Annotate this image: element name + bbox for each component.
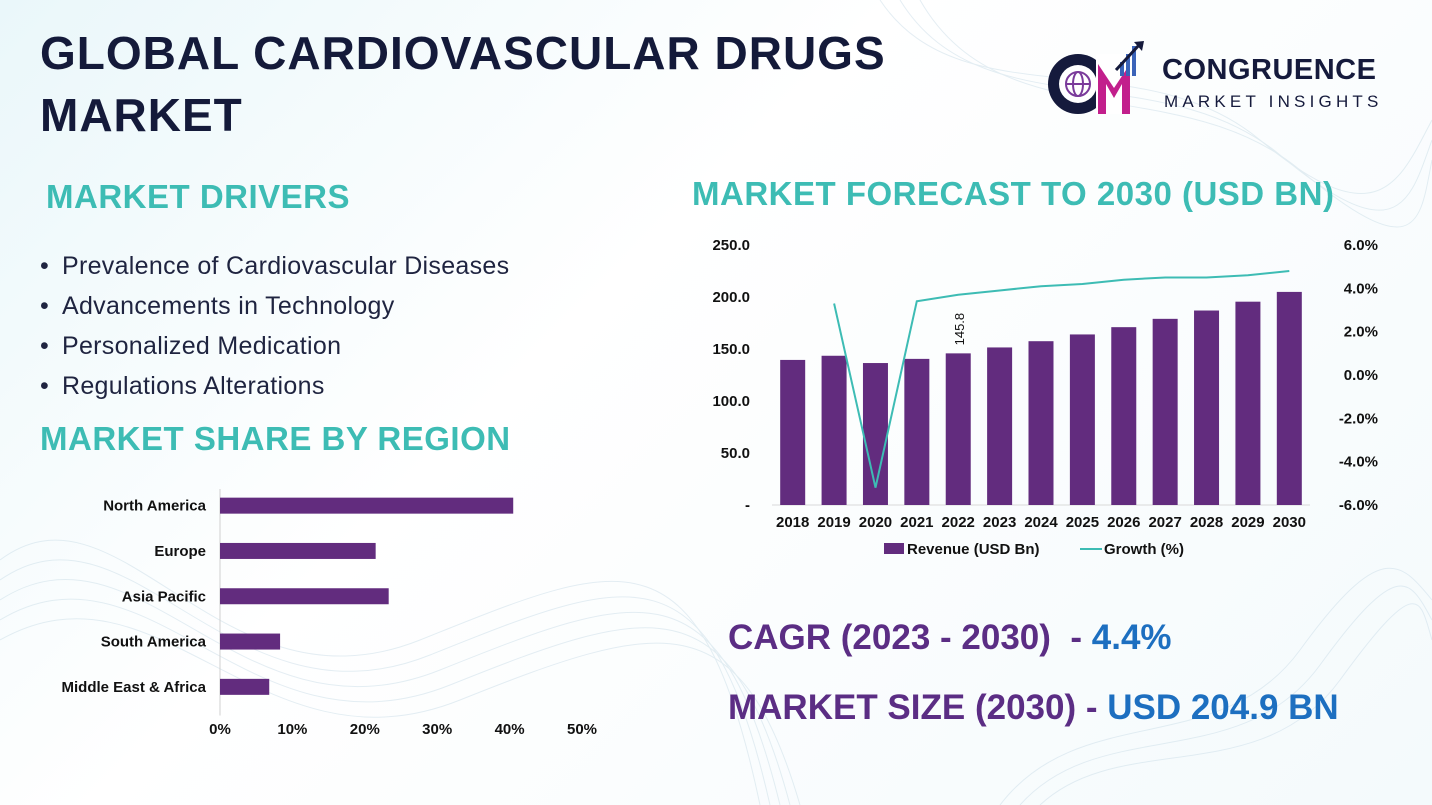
revenue-bar-2026 xyxy=(1111,327,1137,505)
cagr-metric: CAGR (2023 - 2030) - 4.4% xyxy=(728,618,1172,658)
category-label: Middle East & Africa xyxy=(62,679,207,696)
x-tick-label: 10% xyxy=(277,721,307,738)
bar-north-america xyxy=(220,497,514,514)
x-tick-label: 2019 xyxy=(817,514,850,531)
revenue-bar-2023 xyxy=(987,347,1013,505)
bullet-icon: • xyxy=(40,252,50,280)
revenue-bar-2022 xyxy=(945,353,971,505)
revenue-bar-2030 xyxy=(1276,291,1302,505)
left-y-tick-label: 50.0 xyxy=(721,445,750,462)
x-tick-label: 2030 xyxy=(1273,514,1306,531)
right-y-tick-label: 4.0% xyxy=(1344,280,1378,297)
revenue-bar-2018 xyxy=(780,359,806,505)
legend-growth-label: Growth (%) xyxy=(1104,541,1184,558)
x-tick-label: 2021 xyxy=(900,514,933,531)
revenue-bar-2027 xyxy=(1152,318,1178,505)
bar-middle-east-africa xyxy=(220,678,270,695)
market-drivers-title: MARKET DRIVERS xyxy=(46,178,351,215)
right-y-tick-label: -4.0% xyxy=(1339,454,1378,471)
driver-text: Advancements in Technology xyxy=(62,292,395,320)
x-tick-label: 2026 xyxy=(1107,514,1140,531)
market-share-title: MARKET SHARE BY REGION xyxy=(40,420,511,457)
growth-line xyxy=(833,270,1290,488)
market-drivers-list: • Prevalence of Cardiovascular Diseases •… xyxy=(40,250,509,410)
logo-name: CONGRUENCE xyxy=(1162,54,1377,86)
category-label: Asia Pacific xyxy=(122,588,206,605)
market-size-metric: MARKET SIZE (2030) - USD 204.9 BN xyxy=(728,688,1339,728)
right-y-tick-label: 6.0% xyxy=(1344,237,1378,254)
x-tick-label: 40% xyxy=(495,721,525,738)
company-logo: CONGRUENCE MARKET INSIGHTS xyxy=(1044,40,1404,120)
right-y-tick-label: -6.0% xyxy=(1339,497,1378,514)
left-y-tick-label: - xyxy=(745,497,750,514)
x-tick-label: 50% xyxy=(567,721,597,738)
page-title-line2: MARKET xyxy=(40,89,243,141)
revenue-bar-2020 xyxy=(862,363,888,505)
category-label: South America xyxy=(101,634,207,651)
right-y-tick-label: -2.0% xyxy=(1339,410,1378,427)
page-title-line1: GLOBAL CARDIOVASCULAR DRUGS xyxy=(40,27,886,79)
category-label: Europe xyxy=(154,543,206,560)
driver-text: Regulations Alterations xyxy=(62,372,325,400)
bullet-icon: • xyxy=(40,372,50,400)
left-y-tick-label: 100.0 xyxy=(712,393,750,410)
x-tick-label: 2025 xyxy=(1066,514,1099,531)
market-size-value: USD 204.9 BN xyxy=(1097,688,1339,727)
revenue-bar-2024 xyxy=(1028,341,1054,505)
bar-europe xyxy=(220,542,376,559)
revenue-bar-2019 xyxy=(821,355,847,505)
cagr-dash: - xyxy=(1050,618,1083,657)
revenue-bar-2021 xyxy=(904,358,930,505)
driver-item: • Advancements in Technology xyxy=(40,290,509,330)
left-y-tick-label: 250.0 xyxy=(712,237,750,254)
legend-revenue-swatch xyxy=(884,543,904,554)
right-y-tick-label: 2.0% xyxy=(1344,324,1378,341)
driver-item: • Personalized Medication xyxy=(40,330,509,370)
driver-text: Personalized Medication xyxy=(62,332,342,360)
x-tick-label: 2028 xyxy=(1190,514,1223,531)
x-tick-label: 30% xyxy=(422,721,452,738)
x-tick-label: 2027 xyxy=(1148,514,1181,531)
left-y-tick-label: 200.0 xyxy=(712,289,750,306)
market-forecast-title: MARKET FORECAST TO 2030 (USD BN) xyxy=(692,175,1335,212)
x-tick-label: 2024 xyxy=(1024,514,1058,531)
x-tick-label: 2023 xyxy=(983,514,1016,531)
bar-asia-pacific xyxy=(220,588,389,605)
x-tick-label: 2029 xyxy=(1231,514,1264,531)
category-label: North America xyxy=(103,498,206,515)
page-title: GLOBAL CARDIOVASCULAR DRUGS MARKET xyxy=(40,22,940,146)
cagr-label: CAGR (2023 - 2030) xyxy=(728,618,1051,657)
x-tick-label: 2018 xyxy=(776,514,809,531)
bar-south-america xyxy=(220,633,281,650)
data-label: 145.8 xyxy=(952,313,967,346)
market-forecast-chart: - 50.0 100.0 150.0 200.0 250.0 -6.0% -4.0% -2.0%… xyxy=(712,237,1378,558)
logo-tagline: MARKET INSIGHTS xyxy=(1164,92,1383,111)
x-tick-label: 0% xyxy=(209,721,231,738)
market-size-label: MARKET SIZE (2030) - xyxy=(728,688,1098,727)
driver-item: • Regulations Alterations xyxy=(40,370,509,410)
bullet-icon: • xyxy=(40,292,50,320)
revenue-bar-2025 xyxy=(1069,334,1095,505)
cagr-value: 4.4% xyxy=(1082,618,1172,657)
x-tick-label: 20% xyxy=(350,721,380,738)
x-tick-label: 2020 xyxy=(859,514,892,531)
revenue-bar-2028 xyxy=(1194,310,1220,505)
driver-item: • Prevalence of Cardiovascular Diseases xyxy=(40,250,509,290)
region-share-chart: North America Europe Asia Pacific South Ame… xyxy=(62,489,597,738)
driver-text: Prevalence of Cardiovascular Diseases xyxy=(62,252,510,280)
left-y-tick-label: 150.0 xyxy=(712,341,750,358)
x-tick-label: 2022 xyxy=(942,514,975,531)
bullet-icon: • xyxy=(40,332,50,360)
legend-revenue-label: Revenue (USD Bn) xyxy=(907,541,1040,558)
right-y-tick-label: 0.0% xyxy=(1344,367,1378,384)
cm-globe-logo-icon xyxy=(1048,41,1144,114)
revenue-bar-2029 xyxy=(1235,301,1261,505)
